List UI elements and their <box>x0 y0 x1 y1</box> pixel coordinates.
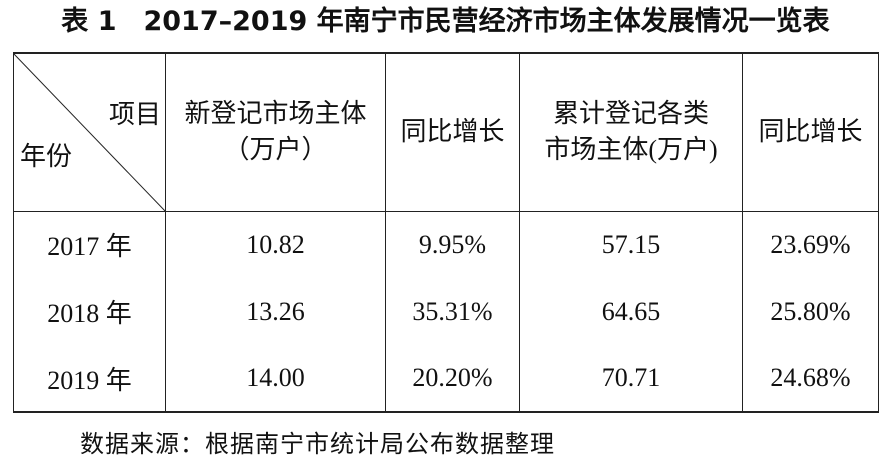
header-line: 累计登记各类 <box>552 99 709 129</box>
corner-top: 项目 <box>108 100 161 129</box>
value-cell: 10.82 <box>165 211 386 278</box>
corner-bottom: 年份 <box>20 141 73 171</box>
value-cell: 57.15 <box>519 211 743 278</box>
diagonal <box>14 54 166 212</box>
value-cell: 20.20% <box>385 345 520 412</box>
column-header: 累计登记各类 市场主体(万户) <box>519 53 743 211</box>
header-line: 市场主体(万户) <box>544 135 718 165</box>
table-title: 表 1 2017–2019 年南宁市民营经济市场主体发展情况一览表 <box>61 6 830 37</box>
year-cell: 2017 年 <box>13 211 166 278</box>
value-cell: 64.65 <box>519 278 743 345</box>
data-table: 项目 年份 新登记市场主体 （万户） 同比增长 累计登记各类 市场主体(万户) 同比增长 … <box>13 52 879 413</box>
column-header: 新登记市场主体 （万户） <box>165 53 386 211</box>
header-line: （万户） <box>223 135 328 165</box>
column-header: 同比增长 <box>742 53 879 211</box>
corner-cell: 项目 年份 <box>13 53 166 212</box>
source-note: 数据来源：根据南宁市统计局公布数据整理 <box>80 432 555 458</box>
value-cell: 13.26 <box>165 278 386 345</box>
value-cell: 24.68% <box>742 345 879 412</box>
value-cell: 9.95% <box>385 211 520 278</box>
header-line: 同比增长 <box>400 117 505 147</box>
table-row: 2017 年 10.82 9.95% 57.15 23.69% <box>13 211 879 278</box>
value-cell: 35.31% <box>385 278 520 345</box>
value-cell: 14.00 <box>165 345 386 412</box>
header-line: 新登记市场主体 <box>184 99 367 129</box>
value-cell: 70.71 <box>519 345 743 412</box>
header-line: 同比增长 <box>758 117 863 147</box>
value-cell: 25.80% <box>742 278 879 345</box>
value-cell: 23.69% <box>742 211 879 278</box>
year-cell: 2019 年 <box>13 345 166 412</box>
table-row: 2019 年 14.00 20.20% 70.71 24.68% <box>13 345 879 412</box>
year-cell: 2018 年 <box>13 278 166 345</box>
column-header: 同比增长 <box>385 53 520 211</box>
table-row: 2018 年 13.26 35.31% 64.65 25.80% <box>13 278 879 345</box>
